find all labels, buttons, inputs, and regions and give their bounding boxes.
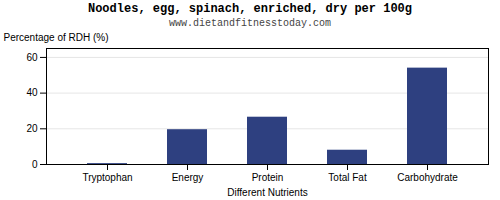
svg-text:40: 40 (26, 87, 38, 98)
html-text:Noodles, egg, spinach, enriche: Noodles, egg, spinach, enriched, dry per… (88, 2, 412, 16)
svg-text:Total Fat: Total Fat (328, 172, 367, 183)
svg-text:0: 0 (32, 159, 38, 170)
svg-text:Different Nutrients: Different Nutrients (227, 187, 307, 198)
svg-text:Percentage of RDH (%): Percentage of RDH (%) (4, 32, 109, 43)
svg-text:Energy: Energy (172, 172, 204, 183)
svg-text:20: 20 (26, 123, 38, 134)
html-text:www.dietandfitnesstoday.com: www.dietandfitnesstoday.com (169, 18, 331, 29)
svg-text:Protein: Protein (252, 172, 284, 183)
svg-text:Carbohydrate: Carbohydrate (397, 172, 458, 183)
svg-text:60: 60 (26, 52, 38, 63)
svg-text:Tryptophan: Tryptophan (82, 172, 132, 183)
